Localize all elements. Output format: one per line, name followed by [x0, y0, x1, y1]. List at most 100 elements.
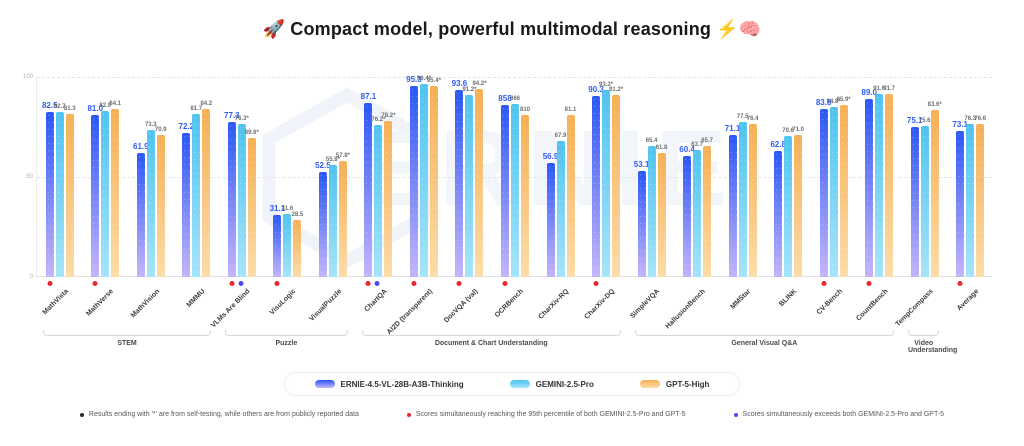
bar-gemini: [920, 125, 929, 278]
benchmark-label: VLMs Are Blind: [210, 288, 252, 330]
bar-gpt: [293, 220, 302, 277]
bar-group-mathverse: 81.0 82.9 84.1 MathVerse: [83, 77, 129, 318]
value-label: 83.8: [815, 98, 832, 108]
bar-group-mathvision: 61.9 73.3 70.9 MathVision: [128, 77, 174, 319]
black-dot-icon: [79, 412, 84, 417]
bar-ernie: [455, 89, 464, 278]
category-bracket: [361, 330, 621, 336]
blue-marker-dot: [238, 281, 244, 286]
value-label: 84.2: [200, 100, 213, 107]
value-label: 95.3: [406, 75, 422, 85]
value-label: 866: [509, 95, 520, 102]
category-label: General Visual Q&A: [731, 340, 798, 347]
value-label: 96.4*: [416, 76, 431, 83]
value-label: 76.4: [746, 116, 759, 123]
value-label: 53.1: [633, 159, 650, 169]
bar-gemini: [419, 84, 428, 277]
bar-ernie: [136, 153, 145, 277]
bar-group-chartqa: 87.1 76.2* 78.2* ChartQA: [356, 77, 402, 313]
bar-gpt: [703, 145, 712, 278]
value-label: 73.1: [952, 119, 969, 129]
value-label: 73.3: [144, 122, 157, 129]
bar-group-ai2d-transparent-: 95.3 96.4* 95.4* AI2D (transparent): [386, 75, 447, 336]
red-marker-dot: [957, 281, 963, 286]
bar-group-ocrbench: 858 866 810 OCRBench: [492, 77, 538, 319]
bar-gemini: [784, 135, 793, 278]
bar-group-mmmu: 72.2 81.7 84.2 MMMU: [174, 77, 220, 309]
bar-group-simplevqa: 53.1 65.4 61.8 SimpleVQA: [629, 77, 675, 320]
bar-gemini: [465, 94, 474, 278]
bar-gpt: [384, 120, 393, 278]
category-bracket: [43, 330, 212, 336]
bar-ernie: [865, 99, 874, 277]
bar-ernie: [409, 86, 418, 277]
benchmark-label: OCRBench: [493, 288, 525, 320]
bar-group-mmstar: 71.1 77.5 76.4 MMStar: [720, 77, 766, 311]
category-label: Puzzle: [275, 340, 298, 347]
bar-ernie: [182, 132, 191, 278]
bar-gpt: [475, 88, 484, 278]
benchmark-label: MMMU: [185, 288, 207, 309]
value-label: 91.2*: [462, 86, 477, 93]
page-title: 🚀 Compact model, powerful multimodal rea…: [0, 18, 1024, 40]
value-label: 77.3: [224, 111, 240, 121]
value-label: 84.1: [109, 100, 122, 107]
value-label: 75.1: [906, 115, 923, 125]
red-marker-dot: [365, 281, 371, 286]
benchmark-label: BLINK: [777, 288, 799, 309]
bar-gemini: [146, 130, 155, 277]
value-label: 85.9*: [836, 97, 851, 104]
bar-gpt: [111, 108, 120, 278]
value-label: 81.7: [190, 105, 203, 112]
bar-group-blink: 62.8 70.6 71.0 BLINK: [765, 77, 811, 308]
category-bracket: [634, 330, 894, 336]
bar-gpt: [930, 109, 939, 278]
value-label: 71.0: [792, 127, 804, 133]
bar-gpt: [65, 114, 74, 277]
value-label: 82.9: [99, 103, 112, 110]
value-label: 810: [519, 107, 530, 113]
value-label: 67.9: [554, 133, 567, 140]
value-label: 82.5: [41, 101, 58, 110]
bar-gemini: [602, 90, 611, 277]
legend-swatch-gpt5: [639, 380, 660, 388]
bar-ernie: [227, 122, 236, 277]
bar-gemini: [55, 111, 64, 278]
red-marker-dot: [92, 281, 98, 286]
bar-ernie: [819, 109, 828, 277]
value-label: 93.6: [451, 78, 468, 88]
bar-gpt: [657, 153, 666, 277]
value-label: 70.9: [154, 127, 167, 134]
value-label: 93.3*: [599, 82, 614, 89]
bar-ernie: [683, 156, 692, 277]
value-label: 91.6: [873, 85, 886, 92]
value-label: 95.4*: [426, 78, 441, 85]
value-label: 76.6: [974, 115, 987, 122]
red-dot-icon: [406, 412, 411, 417]
blue-dot-icon: [733, 412, 738, 417]
value-label: 61.8: [655, 145, 668, 152]
legend-label: GPT-5-High: [665, 379, 710, 389]
benchmark-label: MathVista: [41, 288, 70, 317]
red-marker-dot: [866, 281, 872, 286]
value-label: 91.7: [883, 85, 896, 92]
value-label: 81.3: [63, 106, 76, 113]
bar-ernie: [500, 105, 509, 277]
red-marker-dot: [47, 281, 53, 286]
bar-group-mathvista: 82.5 82.7 81.3 MathVista: [37, 77, 83, 316]
red-marker-dot: [456, 281, 462, 286]
legend-item-gemini: GEMINI-2.5-Pro: [509, 380, 594, 389]
bar-gemini: [283, 213, 292, 278]
bar-ernie: [728, 134, 737, 278]
chart-area: ERNIE 100 50 0 82.5 82.7 81.3 MathVista 81.0…: [23, 74, 992, 336]
value-label: 89.0: [861, 88, 877, 97]
bar-gpt: [156, 135, 165, 277]
category-brackets: STEM Puzzle Document & Chart Understanding…: [36, 330, 992, 356]
bar-ernie: [774, 151, 783, 277]
bar-ernie: [364, 102, 373, 278]
bar-gpt: [247, 137, 256, 278]
value-label: 71.1: [724, 123, 741, 133]
value-label: 70.6: [782, 127, 794, 134]
footnotes: Results ending with '*' are from self-te…: [0, 411, 1024, 418]
